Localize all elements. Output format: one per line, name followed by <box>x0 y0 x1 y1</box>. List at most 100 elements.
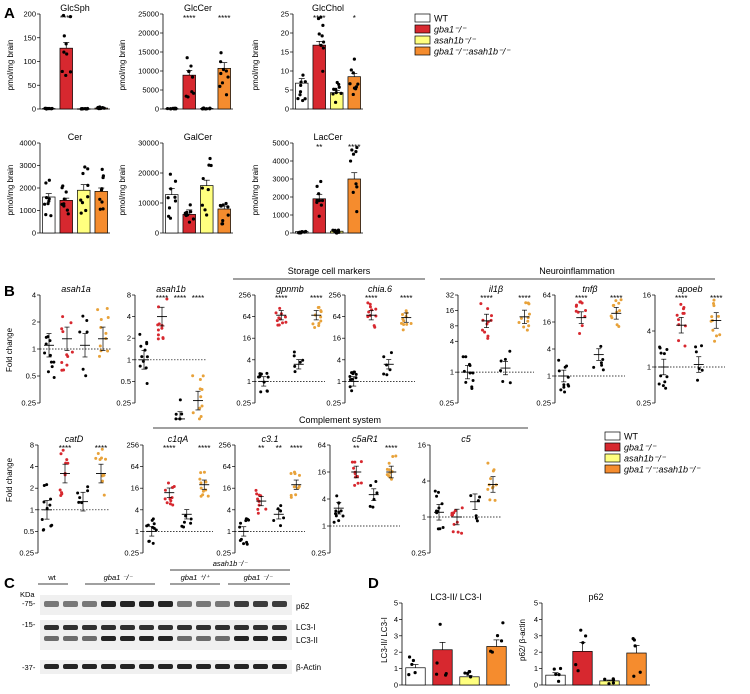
chart-title: asah1a <box>61 284 91 294</box>
data-point <box>167 206 172 210</box>
data-point <box>320 198 325 203</box>
data-point <box>332 87 336 91</box>
data-point <box>574 663 578 667</box>
y-tick-label: 1 <box>394 664 398 673</box>
data-point <box>81 367 85 371</box>
blot-band-p62: p62 <box>296 602 310 611</box>
data-point <box>479 302 483 306</box>
data-point <box>470 385 474 389</box>
data-point <box>391 454 395 458</box>
significance-label: **** <box>310 294 322 303</box>
data-point <box>319 43 323 47</box>
y-tick-label: 1 <box>450 368 454 377</box>
complement-group-label: Complement system <box>299 415 381 425</box>
y-tick-label: 4 <box>394 615 398 624</box>
data-point <box>682 311 686 315</box>
blot-bands <box>44 601 287 669</box>
y-tick-label: 4 <box>422 477 426 486</box>
data-point <box>189 210 193 214</box>
significance-label: * <box>353 14 356 23</box>
y-tick-label: 0.25 <box>311 549 326 558</box>
data-point <box>356 82 360 86</box>
data-point <box>601 357 605 361</box>
chart-title: Cer <box>68 132 83 142</box>
data-point <box>100 447 104 451</box>
legend-label: gba1⁻/⁻ <box>434 25 467 35</box>
data-point <box>138 364 142 368</box>
data-point <box>579 628 583 632</box>
data-point <box>495 634 500 638</box>
data-point <box>46 335 50 339</box>
y-tick-label: 0 <box>394 681 398 690</box>
data-point <box>311 322 315 326</box>
data-point <box>355 474 359 478</box>
data-point <box>199 494 203 498</box>
data-point <box>319 319 323 323</box>
significance-label: **** <box>675 294 687 303</box>
data-point <box>65 458 69 462</box>
band-p62 <box>63 601 78 607</box>
data-point <box>150 518 154 522</box>
significance-label: ** <box>353 444 359 453</box>
data-point <box>65 52 69 56</box>
band-lc3i <box>120 625 135 630</box>
data-point <box>62 197 66 201</box>
data-point <box>714 334 718 338</box>
y-tick-label: 0.5 <box>24 527 34 536</box>
data-point <box>191 411 195 415</box>
y-tick-label: 0.25 <box>21 399 36 408</box>
data-point <box>697 367 701 371</box>
data-point <box>517 320 521 324</box>
y-tick-label: 2 <box>32 318 36 327</box>
data-point <box>677 323 681 327</box>
data-point <box>60 491 64 495</box>
data-point <box>332 520 336 524</box>
significance-label: **** <box>480 294 492 303</box>
blot-lane-gba1-pp: gba1 ⁺/⁺ <box>181 573 211 582</box>
data-point <box>238 525 242 529</box>
y-tick-label: 0 <box>155 105 159 114</box>
data-point <box>204 480 208 484</box>
data-point <box>712 298 716 302</box>
data-point <box>665 347 669 351</box>
data-point <box>562 385 566 389</box>
y-tick-label: 0.25 <box>124 549 139 558</box>
data-point <box>52 360 56 364</box>
chart-title: GlcChol <box>312 3 344 13</box>
data-point <box>189 521 193 525</box>
data-point <box>292 485 296 489</box>
data-point <box>675 313 679 317</box>
data-point <box>576 310 580 314</box>
data-point <box>389 477 393 481</box>
y-tick-label: 16 <box>643 291 651 300</box>
significance-label: **** <box>192 294 204 303</box>
data-point <box>60 361 64 365</box>
data-point <box>599 344 603 348</box>
y-tick-label: 8 <box>30 441 34 450</box>
data-point <box>438 527 442 531</box>
data-point <box>83 106 87 111</box>
data-point <box>711 328 715 332</box>
data-point <box>85 318 89 322</box>
data-point <box>335 494 339 498</box>
data-point <box>401 328 405 332</box>
band-p62 <box>253 601 268 607</box>
data-point <box>218 84 222 88</box>
data-point <box>464 380 468 384</box>
y-tick-label: 2 <box>127 334 131 343</box>
data-point <box>638 670 642 674</box>
legend-label: WT <box>434 14 448 24</box>
y-tick-label: 0 <box>32 229 36 238</box>
data-point <box>81 171 85 176</box>
data-point <box>611 677 615 681</box>
data-point <box>257 493 261 497</box>
data-point <box>352 57 356 61</box>
data-point <box>96 451 100 455</box>
data-point <box>450 511 454 515</box>
panelA-ylabel-row2c: pmol/mg brain <box>118 165 127 216</box>
y-tick-label: 3 <box>534 631 538 640</box>
data-point <box>198 378 202 382</box>
panelA-ylabel-row1d: pmol/mg brain <box>251 40 260 91</box>
data-point <box>713 339 717 343</box>
